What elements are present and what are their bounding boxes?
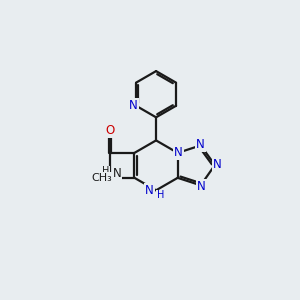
Text: N: N <box>196 138 205 151</box>
Text: N: N <box>174 146 183 159</box>
Text: N: N <box>145 184 154 197</box>
Text: N: N <box>213 158 222 172</box>
Text: N: N <box>129 99 138 112</box>
Text: O: O <box>106 124 115 137</box>
Text: N: N <box>197 180 206 193</box>
Text: N: N <box>113 167 122 180</box>
Text: CH₃: CH₃ <box>92 173 112 183</box>
Text: H: H <box>157 190 164 200</box>
Text: H: H <box>102 166 110 176</box>
Text: H: H <box>102 174 110 184</box>
